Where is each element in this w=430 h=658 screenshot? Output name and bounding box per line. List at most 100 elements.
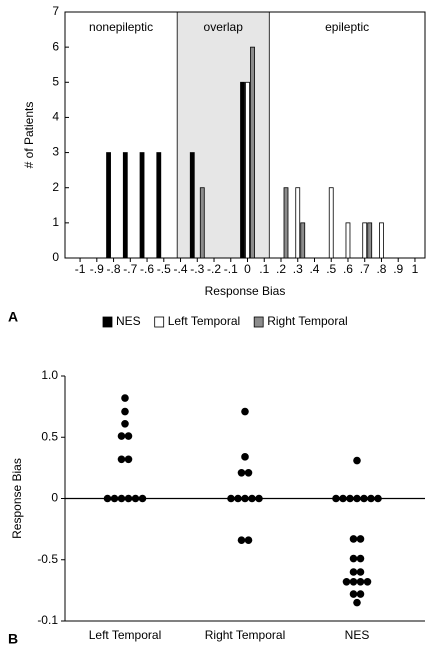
x-tick-label: Left Temporal — [89, 628, 162, 642]
dot — [367, 494, 375, 503]
dot — [339, 494, 347, 503]
dot — [117, 455, 126, 464]
bar — [199, 187, 205, 259]
bar — [245, 81, 250, 259]
x-tick-label: -.6 — [140, 262, 154, 276]
bar — [328, 187, 334, 259]
y-tick-label: -0.1 — [37, 613, 58, 627]
region-label: overlap — [204, 20, 244, 34]
x-tick-label: Right Temporal — [205, 628, 285, 642]
x-tick-label: -.4 — [174, 262, 188, 276]
y-axis-label: # of Patients — [22, 102, 36, 169]
dot — [356, 568, 365, 576]
x-tick-label: NES — [345, 628, 370, 642]
y-tick-label: 5 — [52, 74, 59, 88]
y-tick-label: 4 — [52, 110, 59, 124]
dot — [356, 578, 365, 586]
y-tick-label: 1 — [52, 215, 59, 229]
y-tick-label: 7 — [52, 4, 59, 18]
x-tick-label: -.3 — [190, 262, 204, 276]
dot — [121, 394, 129, 402]
dot — [349, 554, 358, 563]
y-tick-label: -0.5 — [37, 552, 58, 566]
legend-swatch — [102, 316, 113, 328]
dot — [342, 578, 351, 586]
dot — [356, 535, 365, 543]
y-tick-label: 0 — [52, 250, 59, 264]
dot — [117, 494, 126, 503]
x-tick-label: .3 — [293, 262, 303, 276]
dot — [131, 494, 140, 503]
x-tick-label: 1 — [412, 262, 419, 276]
dot — [138, 494, 147, 503]
y-tick-label: 0.5 — [41, 429, 58, 443]
dot — [255, 494, 263, 503]
dot — [124, 494, 133, 503]
bar — [122, 152, 128, 259]
legend-label: NES — [116, 314, 141, 328]
bar — [362, 222, 368, 259]
plot-frame — [64, 11, 426, 259]
x-tick-label: .5 — [326, 262, 336, 276]
region-label: epileptic — [325, 20, 369, 34]
y-axis-label: Response Bias — [10, 458, 24, 539]
dot — [117, 432, 126, 440]
x-tick-label: -.1 — [224, 262, 238, 276]
dot — [227, 494, 235, 503]
dot — [244, 468, 253, 477]
legend-label: Left Temporal — [168, 314, 241, 328]
bar — [367, 222, 373, 259]
x-tick-label: .8 — [376, 262, 386, 276]
dot — [356, 554, 365, 563]
dot — [374, 494, 382, 503]
x-tick-label: .6 — [343, 262, 353, 276]
dot — [353, 456, 361, 465]
dot — [237, 536, 246, 544]
dot — [121, 419, 129, 428]
x-tick-label: .7 — [360, 262, 370, 276]
panel-label: A — [8, 309, 18, 325]
dot — [241, 494, 249, 503]
legend-swatch — [253, 316, 264, 328]
y-tick-label: 1.0 — [41, 368, 58, 382]
bar — [240, 81, 245, 259]
dot — [349, 568, 358, 576]
dot — [237, 468, 246, 477]
dot — [121, 407, 129, 416]
x-tick-label: -.9 — [90, 262, 104, 276]
x-tick-label: 0 — [244, 262, 251, 276]
x-tick-label: .2 — [276, 262, 286, 276]
dot — [234, 494, 242, 503]
dot — [356, 590, 365, 598]
dot — [110, 494, 119, 503]
dot — [124, 432, 133, 440]
legend-swatch — [154, 316, 165, 328]
region-label: nonepileptic — [89, 20, 153, 34]
x-tick-label: .9 — [393, 262, 403, 276]
y-tick-label: 2 — [52, 180, 59, 194]
bar — [295, 187, 301, 259]
x-tick-label: -.8 — [107, 262, 121, 276]
y-tick-label: 6 — [52, 39, 59, 53]
dot — [349, 590, 358, 598]
x-axis-label: Response Bias — [205, 284, 286, 298]
bar — [300, 222, 306, 259]
dot — [349, 578, 358, 586]
dot — [103, 494, 112, 503]
dot — [349, 535, 358, 543]
dot — [353, 494, 361, 503]
bar — [345, 222, 351, 259]
x-tick-label: -.2 — [207, 262, 221, 276]
dot — [248, 494, 256, 503]
y-tick-label: 0 — [51, 491, 58, 505]
dot — [244, 536, 253, 544]
bar — [283, 187, 289, 259]
bar — [250, 46, 255, 259]
y-tick-label: 3 — [52, 145, 59, 159]
x-tick-label: .1 — [259, 262, 269, 276]
dot — [360, 494, 368, 503]
bar — [156, 152, 162, 259]
dot — [124, 455, 133, 464]
x-tick-label: -.7 — [123, 262, 137, 276]
